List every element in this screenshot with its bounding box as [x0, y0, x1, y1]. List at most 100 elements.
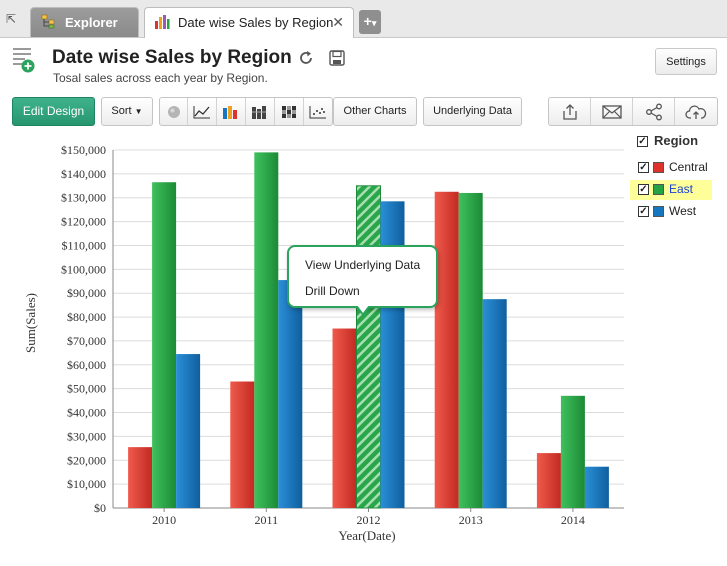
- scatter-chart-button[interactable]: [304, 98, 332, 125]
- y-tick-label: $60,000: [67, 358, 106, 372]
- y-tick-label: $130,000: [61, 191, 106, 205]
- view-underlying-data-option[interactable]: View Underlying Data: [305, 258, 421, 272]
- bar-chart: $0 $10,000 $20,000 $30,000 $40,000 $50,000 $60…: [23, 143, 624, 543]
- y-tick-label: $20,000: [67, 453, 106, 467]
- heatmap-chart-button[interactable]: [275, 98, 304, 125]
- y-tick-label: $10,000: [67, 477, 106, 491]
- legend-label: West: [669, 204, 697, 218]
- legend-label: Central: [669, 160, 708, 174]
- y-tick-label: $120,000: [61, 215, 106, 229]
- restore-icon[interactable]: ⇱: [6, 12, 17, 26]
- legend-checkbox[interactable]: ✓: [638, 206, 649, 217]
- legend-item-central[interactable]: ✓ Central: [630, 158, 712, 178]
- bar-east-2013[interactable]: [458, 192, 483, 508]
- legend-swatch: [653, 206, 664, 217]
- tab-bar: ⇱ Explorer Date wise Sales by Region ✕ +…: [0, 0, 727, 38]
- cloud-upload-icon: [685, 105, 707, 119]
- context-popup: View Underlying Data Drill Down: [287, 245, 438, 308]
- scatter-icon: [309, 105, 326, 118]
- legend-swatch: [653, 184, 664, 195]
- bar-west-2013[interactable]: [482, 299, 507, 508]
- underlying-data-button[interactable]: Underlying Data: [423, 97, 522, 126]
- bar-west-2014[interactable]: [584, 466, 609, 508]
- bar-east-2010[interactable]: [152, 182, 177, 508]
- bar-chart-button[interactable]: [217, 98, 246, 125]
- heatmap-icon: [282, 105, 296, 118]
- bar-east-2014[interactable]: [560, 395, 585, 508]
- bar-central-2014[interactable]: [536, 453, 561, 508]
- legend-select-all-checkbox[interactable]: ✓: [637, 136, 648, 147]
- chevron-down-icon: ▼: [134, 107, 143, 116]
- y-tick-label: $90,000: [67, 286, 106, 300]
- y-tick-label: $40,000: [67, 406, 106, 420]
- share-button[interactable]: [633, 98, 675, 125]
- bar-central-2011[interactable]: [230, 381, 255, 508]
- x-tick-label: 2011: [255, 513, 279, 527]
- tab-explorer[interactable]: Explorer: [30, 7, 139, 37]
- y-tick-label: $100,000: [61, 262, 106, 276]
- line-chart-button[interactable]: [188, 98, 217, 125]
- x-tick-label: 2010: [152, 513, 176, 527]
- sort-label: Sort: [111, 105, 132, 117]
- legend-item-east[interactable]: ✓ East: [630, 180, 712, 200]
- line-chart-icon: [193, 105, 210, 118]
- y-tick-label: $140,000: [61, 167, 106, 181]
- legend-label: East: [669, 182, 694, 196]
- y-tick-label: $50,000: [67, 382, 106, 396]
- sort-button[interactable]: Sort ▼: [101, 97, 153, 126]
- share-actions-group: [548, 97, 718, 126]
- mail-icon: [601, 104, 622, 119]
- tab-date-wise-sales[interactable]: Date wise Sales by Region ✕: [144, 7, 354, 38]
- share-icon: [645, 103, 662, 120]
- page-title: Date wise Sales by Region: [52, 47, 292, 68]
- bar-central-2013[interactable]: [434, 191, 459, 508]
- close-icon[interactable]: ✕: [332, 14, 344, 30]
- legend-checkbox[interactable]: ✓: [638, 162, 649, 173]
- bar-chart-icon: [223, 105, 237, 119]
- edit-design-button[interactable]: Edit Design: [12, 97, 95, 126]
- chart-type-group: [159, 97, 333, 126]
- tab-active-label: Date wise Sales by Region: [178, 15, 334, 30]
- refresh-icon[interactable]: [298, 50, 314, 66]
- y-tick-label: $110,000: [61, 238, 106, 252]
- legend-swatch: [653, 162, 664, 173]
- popup-pointer-inner: [357, 305, 369, 313]
- y-tick-label: $30,000: [67, 429, 106, 443]
- y-tick-label: $150,000: [61, 143, 106, 157]
- legend-item-west[interactable]: ✓ West: [630, 202, 712, 222]
- stacked-chart-button[interactable]: [246, 98, 275, 125]
- tab-explorer-label: Explorer: [65, 15, 118, 30]
- stacked-bar-icon: [252, 105, 266, 119]
- publish-button[interactable]: [675, 98, 717, 125]
- export-button[interactable]: [549, 98, 591, 125]
- explorer-icon: [41, 14, 55, 29]
- settings-button[interactable]: Settings: [655, 48, 717, 75]
- y-tick-label: $0: [94, 501, 106, 515]
- y-axis-label: Sum(Sales): [23, 293, 38, 353]
- legend-checkbox[interactable]: ✓: [638, 184, 649, 195]
- x-tick-label: 2012: [357, 513, 381, 527]
- x-tick-label: 2014: [561, 513, 585, 527]
- other-charts-button[interactable]: Other Charts: [333, 97, 417, 126]
- report-menu-icon[interactable]: [12, 46, 36, 74]
- bar-west-2010[interactable]: [176, 354, 201, 508]
- pie-icon: [167, 105, 180, 118]
- legend-title: Region: [654, 133, 699, 148]
- export-icon: [562, 103, 577, 120]
- pie-chart-button[interactable]: [160, 98, 188, 125]
- page-subtitle: Tosal sales across each year by Region.: [53, 71, 268, 85]
- y-tick-label: $80,000: [67, 310, 106, 324]
- bar-west-2011[interactable]: [278, 280, 303, 508]
- bar-east-2012[interactable]: [356, 185, 381, 509]
- x-axis-label: Year(Date): [338, 528, 395, 543]
- save-icon[interactable]: [329, 50, 345, 66]
- y-tick-label: $70,000: [67, 334, 106, 348]
- email-button[interactable]: [591, 98, 633, 125]
- add-tab-button[interactable]: +▾: [359, 10, 381, 34]
- bar-central-2012[interactable]: [332, 328, 357, 508]
- bar-east-2011[interactable]: [254, 152, 279, 509]
- bar-central-2010[interactable]: [128, 447, 153, 508]
- x-tick-label: 2013: [459, 513, 483, 527]
- drill-down-option[interactable]: Drill Down: [305, 284, 360, 298]
- bar-chart-icon: [155, 15, 170, 29]
